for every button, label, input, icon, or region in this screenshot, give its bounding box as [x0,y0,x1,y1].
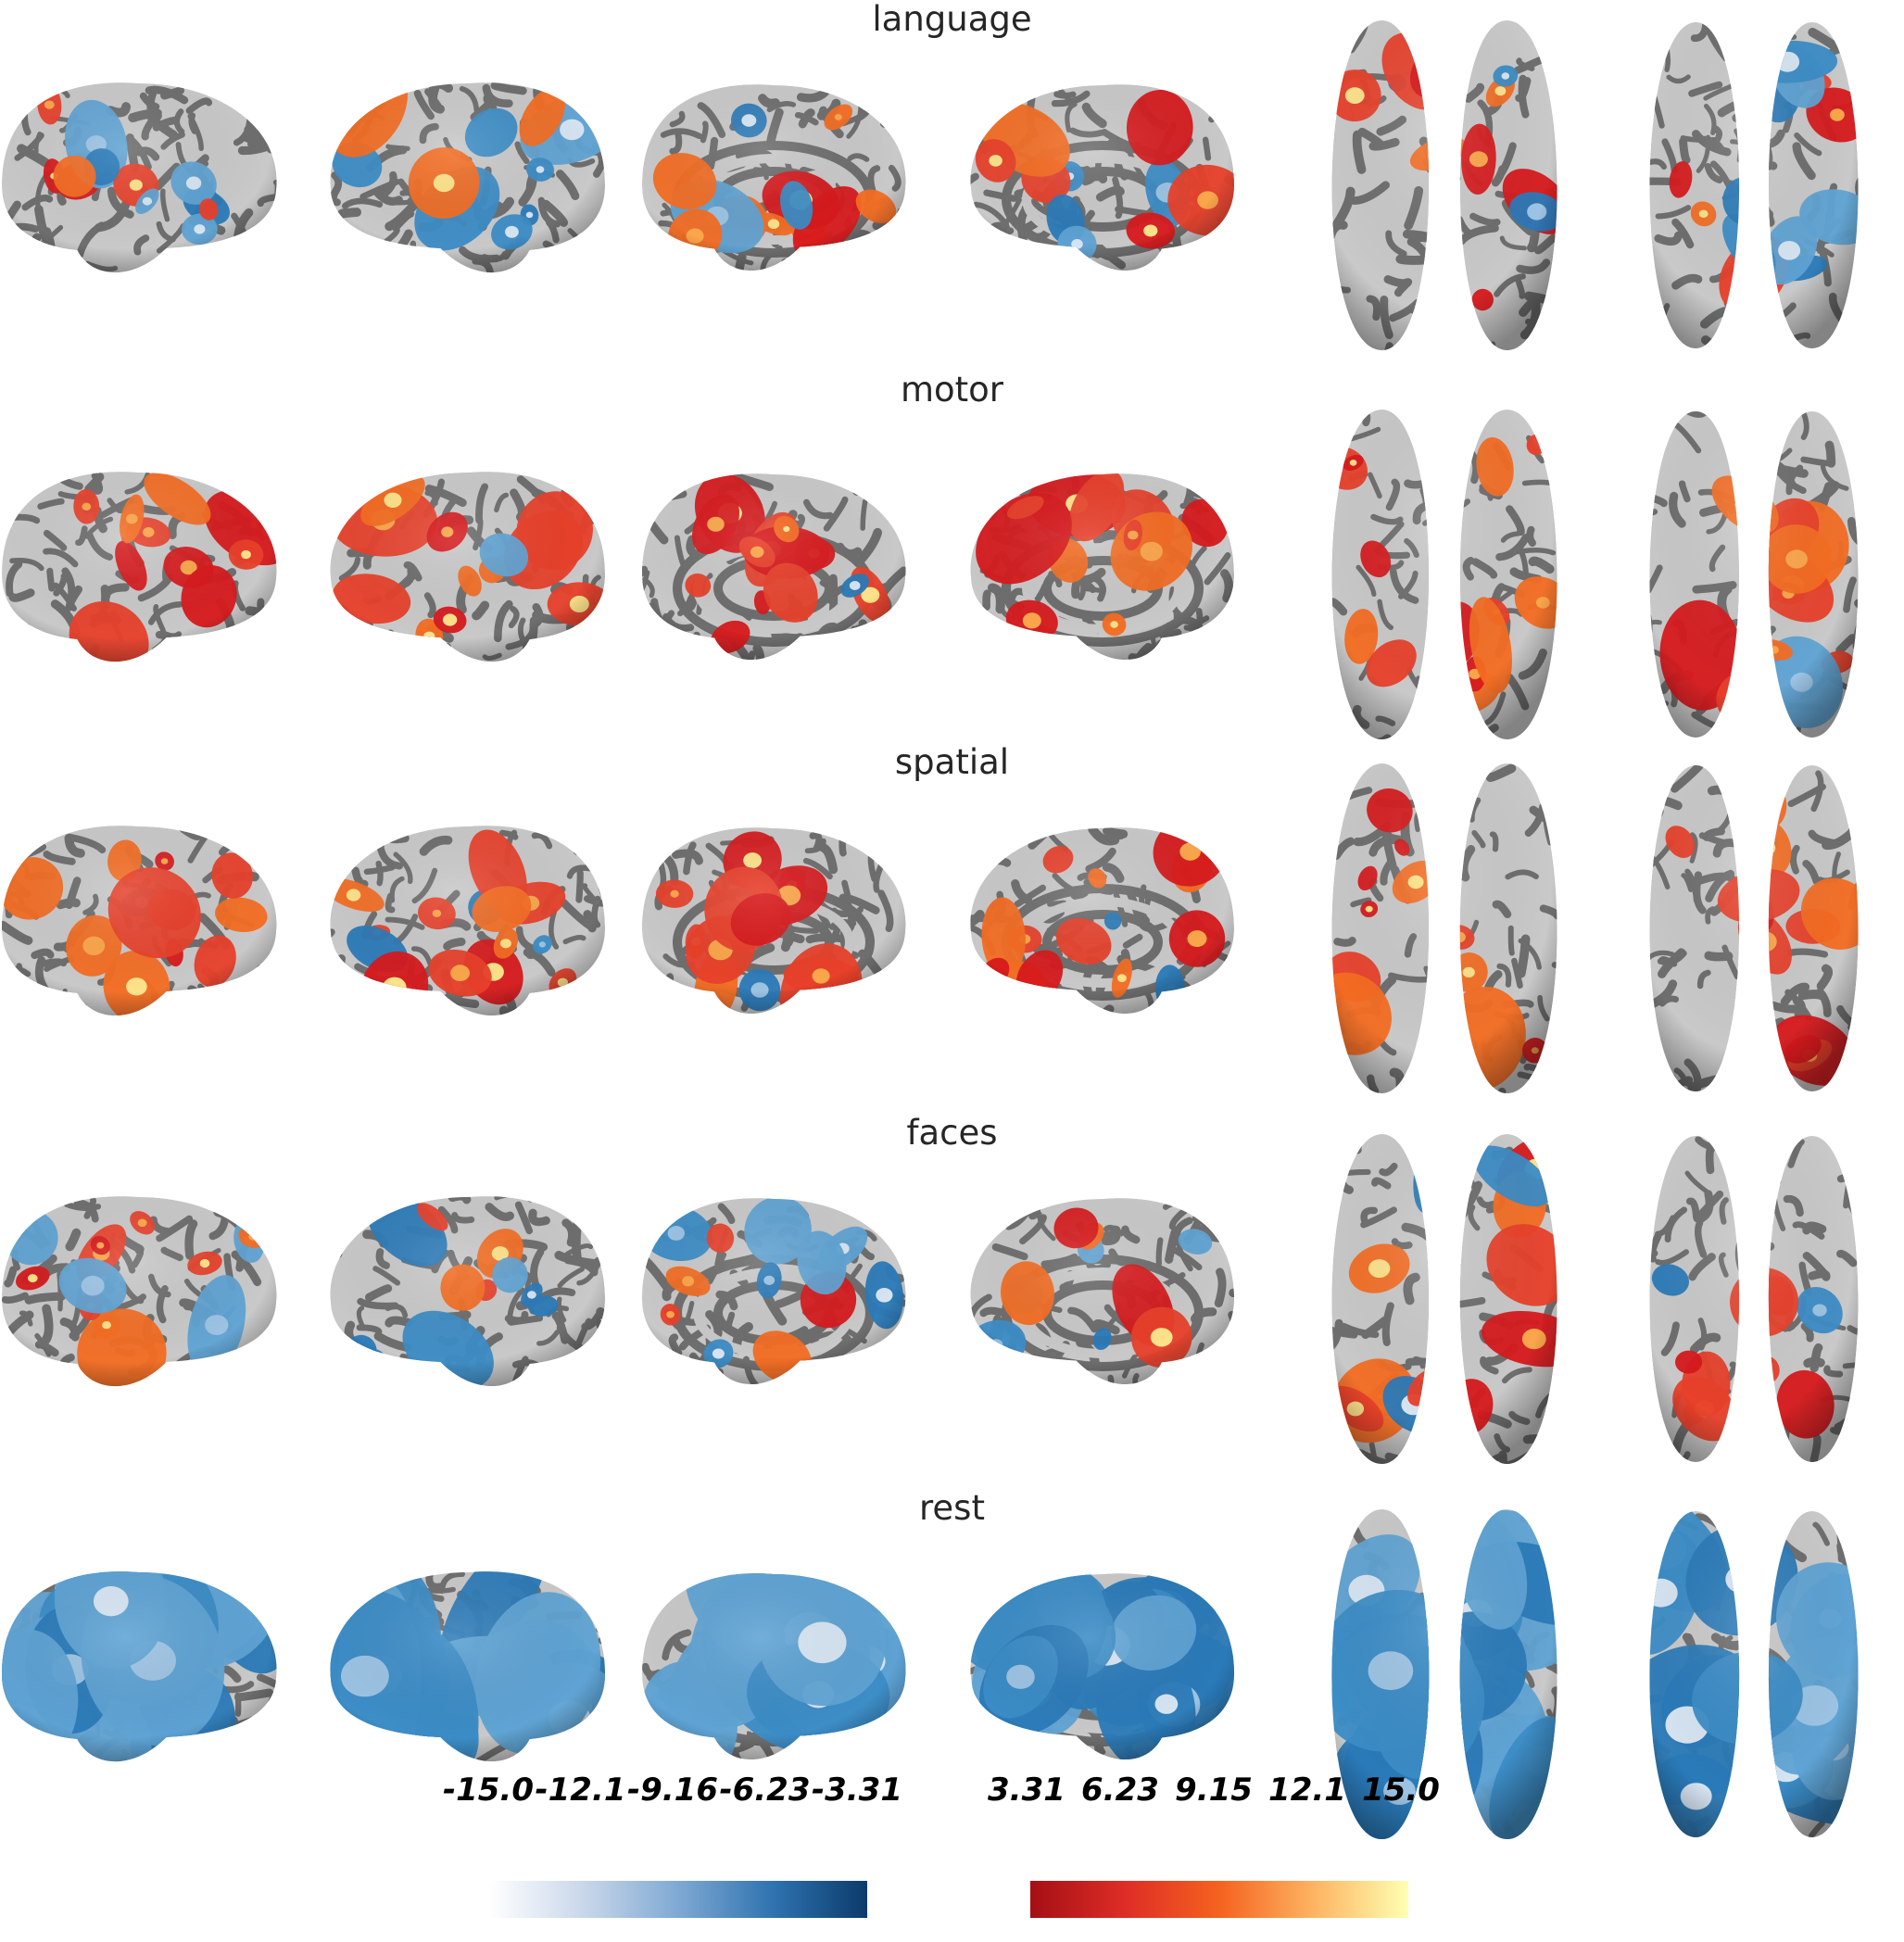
brain-lateral-right [330,1571,605,1762]
brain-dorsal [1331,20,1557,350]
brain-lateral-left [2,826,277,1016]
brain-views-motor [2,410,1859,739]
positive-tick-labels: 3.31 6.23 9.15 12.1 15.0 [988,1772,1440,1809]
brain-views-language [2,20,1859,350]
neg-tick-label: -9.16 [627,1772,718,1809]
brain-views-spatial [2,763,1859,1093]
pos-tick-label: 3.31 [988,1772,1065,1809]
row-rest: rest [0,1489,1904,1863]
pos-tick-label: 9.15 [1175,1772,1253,1809]
brain-dorsal [1331,763,1557,1093]
neg-tick-label: -12.1 [535,1772,626,1809]
pos-tick-label: 15.0 [1362,1772,1440,1809]
pos-tick-label: 6.23 [1081,1772,1159,1809]
row-motor: motor [0,371,1904,745]
brain-medial-left [642,827,906,1015]
brain-dorsal [1331,1134,1557,1464]
negative-colorbar [489,1881,867,1918]
row-title: rest [919,1488,985,1528]
row-title: spatial [894,742,1010,782]
brain-lateral-left [2,472,277,662]
brain-views-faces [2,1134,1859,1464]
row-title: motor [900,370,1004,410]
brain-medial-left [642,84,906,271]
row-title: faces [906,1113,998,1153]
brain-lateral-right [330,826,605,1016]
brain-medial-left [642,473,906,661]
row-language: language [0,0,1904,374]
brain-medial-right [970,827,1234,1015]
brain-ventral [1649,1136,1859,1462]
positive-colorbar [1030,1881,1408,1918]
neg-tick-label: -3.31 [812,1772,902,1809]
brain-ventral [1649,22,1859,348]
brain-medial-right [970,473,1234,661]
row-faces: faces [0,1114,1904,1488]
brain-medial-right [970,1198,1234,1385]
pos-tick-label: 12.1 [1268,1772,1346,1809]
brain-lateral-left [2,1196,277,1387]
brain-ventral [1649,765,1859,1091]
brain-medial-right [970,1573,1234,1760]
row-spatial: spatial [0,743,1904,1117]
brain-ventral [1649,411,1859,738]
brain-lateral-right [330,82,605,273]
brain-lateral-left [2,82,277,273]
brain-medial-right [970,84,1234,271]
brain-dorsal [1331,410,1557,739]
brain-dorsal [1331,1509,1557,1839]
brain-views-rest [2,1509,1859,1839]
negative-tick-labels: -15.0 -12.1 -9.16 -6.23 -3.31 [443,1772,902,1809]
neg-tick-label: -15.0 [443,1772,534,1809]
colorbar: -15.0 -12.1 -9.16 -6.23 -3.31 3.31 6.23 … [0,1772,1904,1942]
brain-lateral-right [330,472,605,662]
row-title: language [872,0,1032,39]
brain-medial-left [642,1573,906,1760]
neg-tick-label: -6.23 [719,1772,811,1809]
brain-lateral-right [330,1196,605,1387]
brain-medial-left [642,1198,906,1385]
